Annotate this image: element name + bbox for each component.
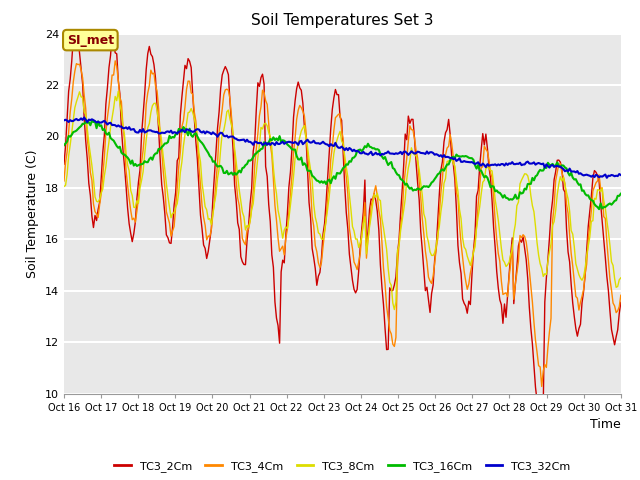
Text: SI_met: SI_met	[67, 34, 114, 47]
Legend: TC3_2Cm, TC3_4Cm, TC3_8Cm, TC3_16Cm, TC3_32Cm: TC3_2Cm, TC3_4Cm, TC3_8Cm, TC3_16Cm, TC3…	[110, 457, 575, 477]
X-axis label: Time: Time	[590, 418, 621, 431]
Y-axis label: Soil Temperature (C): Soil Temperature (C)	[26, 149, 39, 278]
Title: Soil Temperatures Set 3: Soil Temperatures Set 3	[251, 13, 434, 28]
